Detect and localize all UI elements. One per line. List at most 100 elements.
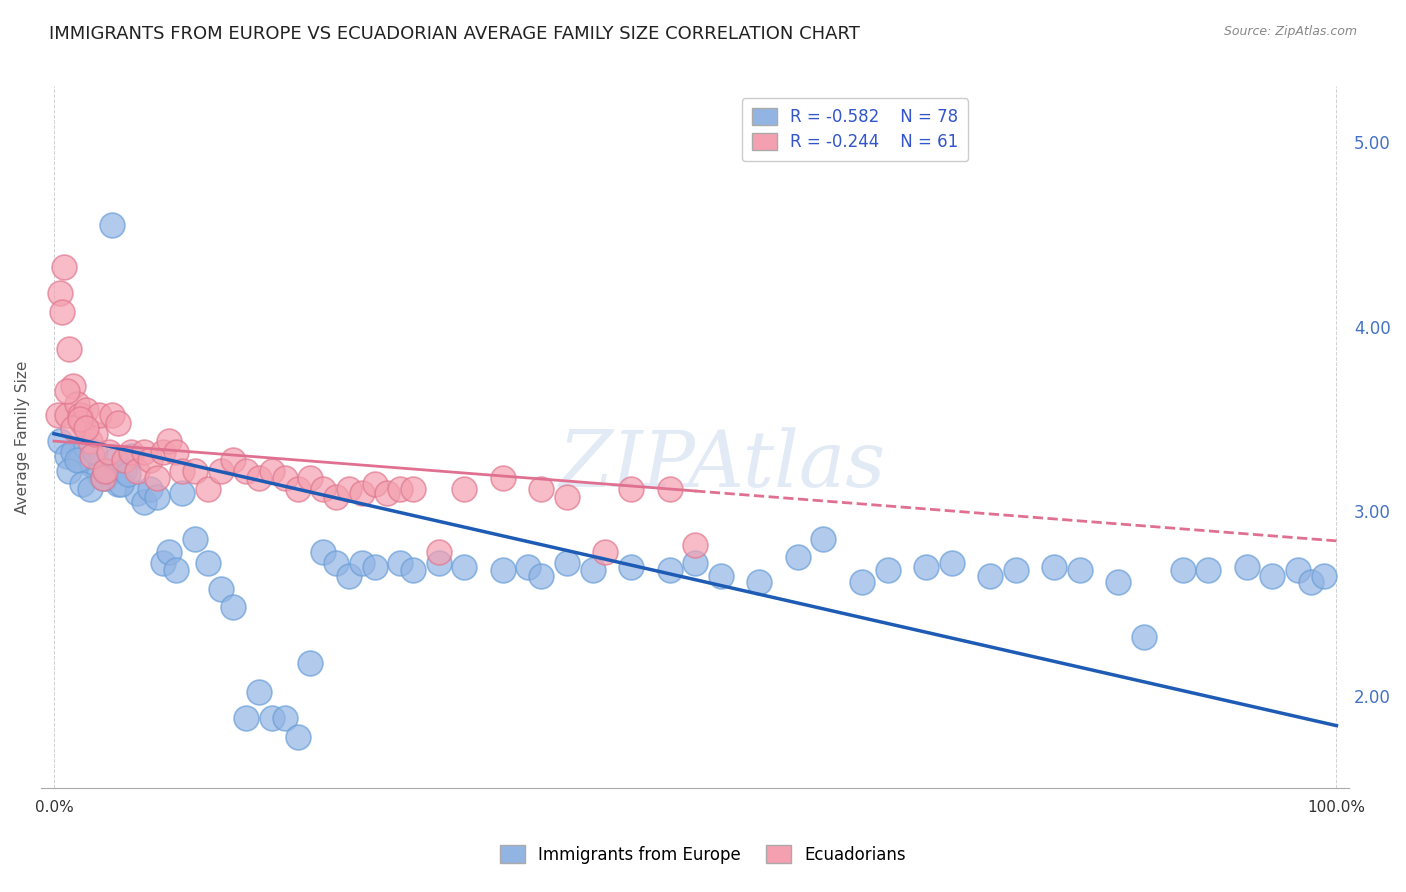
Point: [110, 476, 132, 491]
Point: [79, 434, 101, 449]
Point: [683, 537, 706, 551]
Point: [620, 482, 643, 496]
Point: [325, 556, 347, 570]
Point: [132, 445, 155, 459]
Point: [402, 482, 425, 496]
Point: [58, 342, 80, 356]
Text: IMMIGRANTS FROM EUROPE VS ECUADORIAN AVERAGE FAMILY SIZE CORRELATION CHART: IMMIGRANTS FROM EUROPE VS ECUADORIAN AVE…: [49, 25, 860, 43]
Point: [260, 464, 283, 478]
Point: [1236, 559, 1258, 574]
Point: [117, 467, 139, 482]
Point: [157, 545, 180, 559]
Point: [209, 582, 232, 596]
Point: [402, 563, 425, 577]
Point: [389, 556, 412, 570]
Point: [1286, 563, 1309, 577]
Point: [82, 449, 104, 463]
Point: [152, 556, 174, 570]
Point: [274, 711, 297, 725]
Point: [312, 482, 335, 496]
Point: [247, 471, 270, 485]
Point: [1261, 569, 1284, 583]
Point: [1197, 563, 1219, 577]
Point: [274, 471, 297, 485]
Point: [66, 397, 89, 411]
Point: [69, 409, 91, 423]
Point: [132, 495, 155, 509]
Point: [165, 445, 187, 459]
Point: [51, 305, 73, 319]
Point: [710, 569, 733, 583]
Point: [453, 482, 475, 496]
Point: [104, 452, 127, 467]
Point: [49, 286, 72, 301]
Point: [260, 711, 283, 725]
Point: [1043, 559, 1066, 574]
Point: [851, 574, 873, 589]
Point: [172, 464, 194, 478]
Point: [84, 426, 107, 441]
Point: [517, 559, 540, 574]
Legend: Immigrants from Europe, Ecuadorians: Immigrants from Europe, Ecuadorians: [494, 838, 912, 871]
Point: [139, 482, 162, 496]
Point: [127, 464, 149, 478]
Point: [247, 685, 270, 699]
Point: [581, 563, 603, 577]
Point: [1312, 569, 1334, 583]
Point: [145, 471, 167, 485]
Point: [107, 476, 129, 491]
Point: [66, 452, 89, 467]
Point: [287, 482, 309, 496]
Text: ZIPAtlas: ZIPAtlas: [558, 427, 884, 504]
Point: [209, 464, 232, 478]
Point: [813, 532, 835, 546]
Point: [453, 559, 475, 574]
Point: [120, 449, 142, 463]
Point: [184, 532, 207, 546]
Point: [69, 452, 91, 467]
Point: [100, 218, 122, 232]
Point: [55, 384, 77, 399]
Y-axis label: Average Family Size: Average Family Size: [15, 360, 30, 514]
Point: [222, 600, 245, 615]
Point: [1299, 574, 1322, 589]
Point: [82, 458, 104, 472]
Text: Source: ZipAtlas.com: Source: ZipAtlas.com: [1223, 25, 1357, 38]
Legend: R = -0.582    N = 78, R = -0.244    N = 61: R = -0.582 N = 78, R = -0.244 N = 61: [741, 98, 969, 161]
Point: [107, 416, 129, 430]
Point: [620, 559, 643, 574]
Point: [941, 556, 963, 570]
Point: [139, 452, 162, 467]
Point: [287, 730, 309, 744]
Point: [114, 452, 136, 467]
Point: [1133, 630, 1156, 644]
Point: [299, 471, 322, 485]
Point: [69, 412, 91, 426]
Point: [172, 486, 194, 500]
Point: [145, 490, 167, 504]
Point: [94, 471, 117, 485]
Point: [62, 421, 84, 435]
Point: [325, 490, 347, 504]
Point: [98, 445, 121, 459]
Point: [100, 409, 122, 423]
Point: [62, 445, 84, 459]
Point: [1069, 563, 1091, 577]
Point: [75, 440, 97, 454]
Point: [555, 490, 578, 504]
Point: [683, 556, 706, 570]
Point: [184, 464, 207, 478]
Point: [91, 471, 114, 485]
Point: [555, 556, 578, 570]
Point: [197, 556, 219, 570]
Point: [87, 409, 110, 423]
Point: [377, 486, 399, 500]
Point: [87, 467, 110, 482]
Point: [530, 569, 553, 583]
Point: [1004, 563, 1026, 577]
Point: [235, 711, 257, 725]
Point: [70, 476, 93, 491]
Point: [127, 486, 149, 500]
Point: [350, 556, 373, 570]
Point: [55, 409, 77, 423]
